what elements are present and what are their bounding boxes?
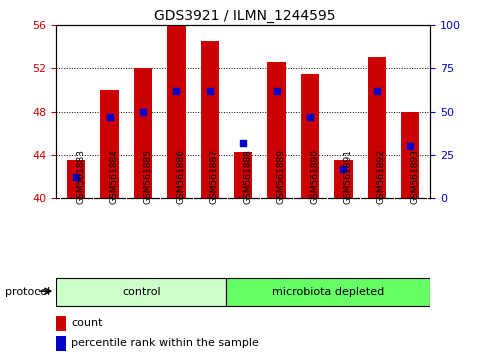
Bar bbox=[167, 25, 185, 198]
Bar bbox=[101, 90, 119, 198]
Point bbox=[172, 88, 180, 93]
Bar bbox=[56, 336, 65, 350]
Point bbox=[272, 88, 280, 93]
Text: GSM561885: GSM561885 bbox=[143, 149, 152, 205]
Point bbox=[339, 166, 346, 172]
Text: GDS3921 / ILMN_1244595: GDS3921 / ILMN_1244595 bbox=[153, 9, 335, 23]
Text: microbiota depleted: microbiota depleted bbox=[272, 287, 384, 297]
Bar bbox=[67, 160, 85, 198]
Point bbox=[406, 143, 413, 149]
Bar bbox=[56, 316, 65, 331]
Text: GSM561890: GSM561890 bbox=[309, 149, 319, 205]
FancyBboxPatch shape bbox=[226, 278, 429, 306]
Point bbox=[205, 88, 213, 93]
Point bbox=[239, 140, 246, 145]
Text: GSM561889: GSM561889 bbox=[276, 149, 285, 205]
Bar bbox=[267, 62, 285, 198]
Point bbox=[72, 175, 80, 180]
FancyBboxPatch shape bbox=[56, 278, 226, 306]
Text: GSM561883: GSM561883 bbox=[76, 149, 85, 205]
Bar bbox=[234, 152, 252, 198]
Text: GSM561886: GSM561886 bbox=[176, 149, 185, 205]
Text: count: count bbox=[71, 318, 102, 328]
Text: GSM561884: GSM561884 bbox=[109, 150, 119, 205]
Bar bbox=[400, 112, 419, 198]
Bar bbox=[334, 160, 352, 198]
Bar bbox=[367, 57, 385, 198]
Text: GSM561893: GSM561893 bbox=[409, 149, 418, 205]
Bar bbox=[134, 68, 152, 198]
Text: GSM561891: GSM561891 bbox=[343, 149, 352, 205]
Point bbox=[372, 88, 380, 93]
Text: GSM561888: GSM561888 bbox=[243, 149, 252, 205]
Point bbox=[305, 114, 313, 120]
Bar bbox=[300, 74, 319, 198]
Text: percentile rank within the sample: percentile rank within the sample bbox=[71, 338, 259, 348]
Point bbox=[139, 109, 147, 114]
Text: protocol: protocol bbox=[5, 287, 50, 297]
Text: GSM561892: GSM561892 bbox=[376, 150, 385, 205]
Text: control: control bbox=[122, 287, 160, 297]
Text: GSM561887: GSM561887 bbox=[209, 149, 219, 205]
Point bbox=[105, 114, 113, 120]
Bar bbox=[200, 41, 219, 198]
